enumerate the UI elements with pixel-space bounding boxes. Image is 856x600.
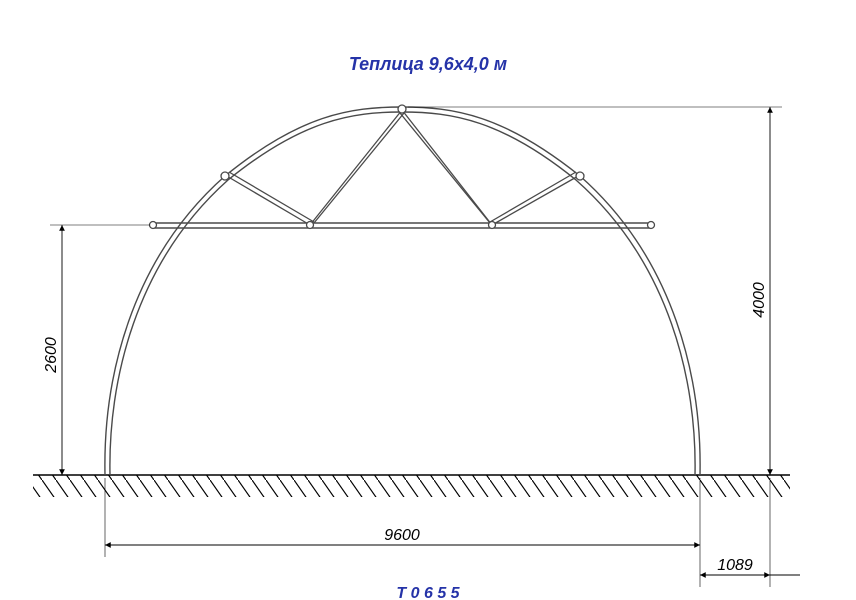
ground [33,475,790,497]
tie-beam [153,223,651,228]
dim-tie-label: 2600 [43,337,60,374]
dim-eave-label: 1089 [717,557,753,574]
truss [150,105,655,229]
arch-tube [105,107,700,475]
drawing-title: Теплица 9,6х4,0 м [349,54,507,74]
dim-height-4000: 4000 [408,107,782,475]
dim-tie-2600: 2600 [43,225,150,475]
dim-width-label: 9600 [384,527,420,544]
drawing-title-partial: Т 0 6 5 5 [396,585,460,600]
dim-height-label: 4000 [751,282,768,318]
